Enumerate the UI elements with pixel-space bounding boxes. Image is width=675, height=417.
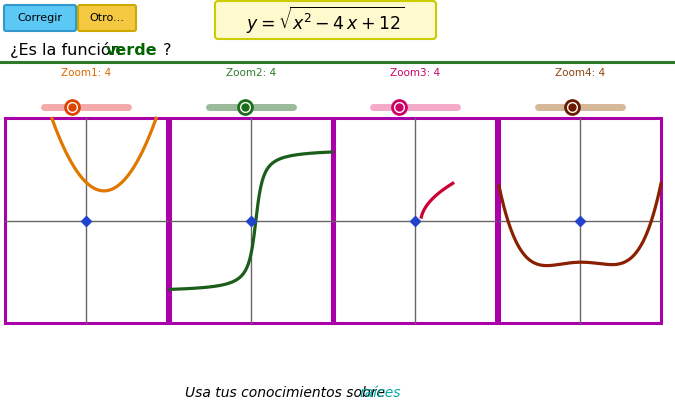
Text: Zoom3: 4: Zoom3: 4 <box>390 68 440 78</box>
Bar <box>334 118 496 323</box>
Bar <box>170 118 332 323</box>
Text: Zoom1: 4: Zoom1: 4 <box>61 68 111 78</box>
Text: ¿Es la función: ¿Es la función <box>10 42 126 58</box>
FancyBboxPatch shape <box>4 5 76 31</box>
FancyBboxPatch shape <box>215 1 436 39</box>
Text: raíces: raíces <box>360 386 402 400</box>
Text: Usa tus conocimientos sobre: Usa tus conocimientos sobre <box>185 386 389 400</box>
Text: verde: verde <box>106 43 158 58</box>
Bar <box>5 118 167 323</box>
Text: $y = \sqrt{x^2 - 4\,x + 12}$: $y = \sqrt{x^2 - 4\,x + 12}$ <box>246 5 404 35</box>
FancyBboxPatch shape <box>78 5 136 31</box>
Text: Zoom4: 4: Zoom4: 4 <box>555 68 605 78</box>
Text: Otro...: Otro... <box>90 13 124 23</box>
Text: Zoom2: 4: Zoom2: 4 <box>226 68 276 78</box>
Text: ?: ? <box>158 43 171 58</box>
Bar <box>499 118 661 323</box>
Text: Corregir: Corregir <box>18 13 63 23</box>
